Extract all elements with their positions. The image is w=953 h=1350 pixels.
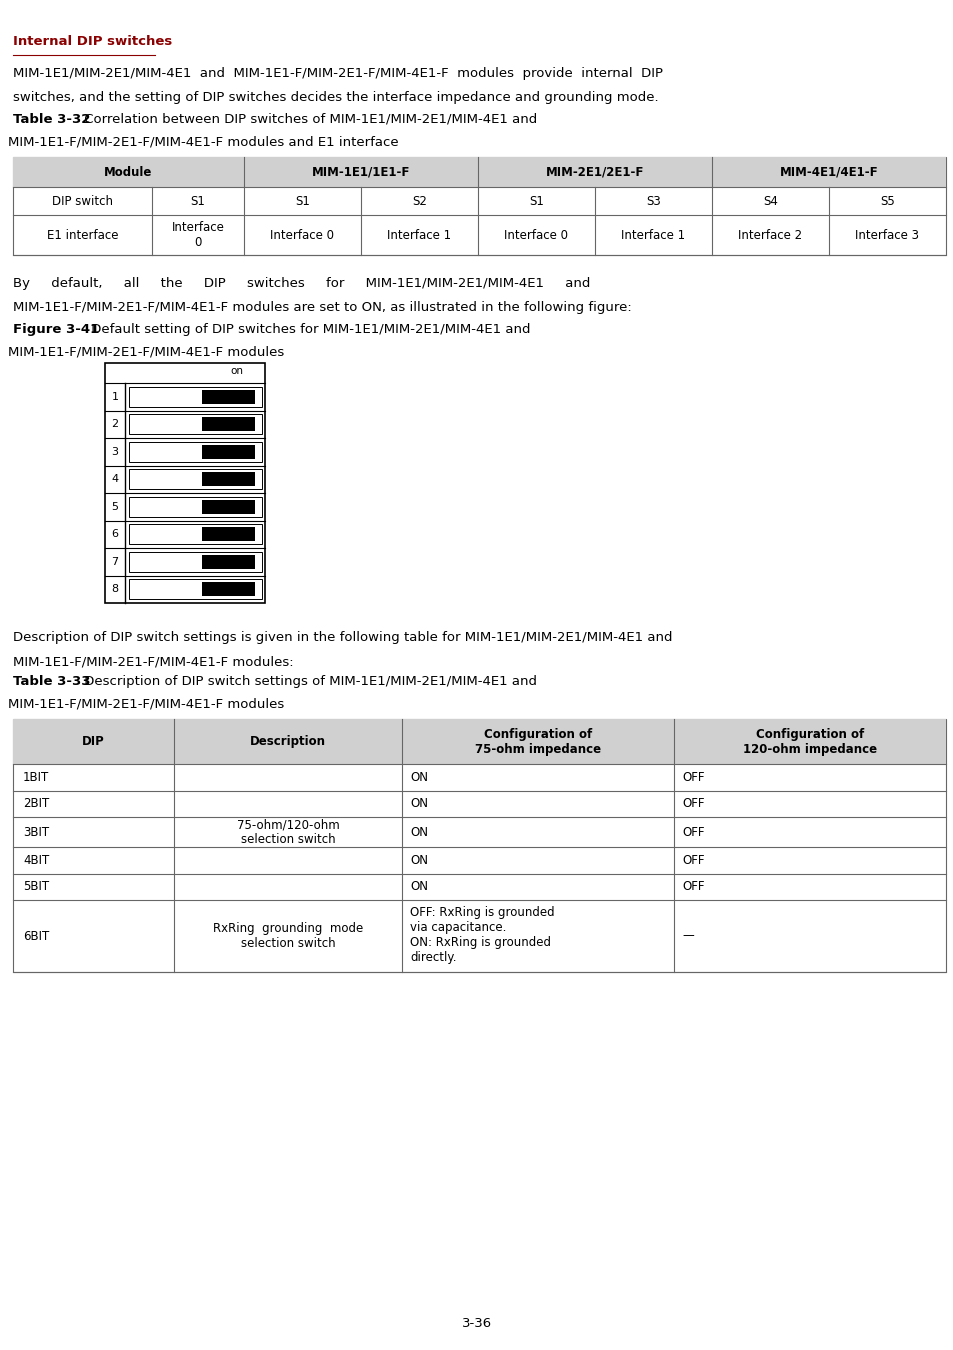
Text: S4: S4 bbox=[762, 194, 777, 208]
Text: MIM-1E1-F/MIM-2E1-F/MIM-4E1-F modules and E1 interface: MIM-1E1-F/MIM-2E1-F/MIM-4E1-F modules an… bbox=[8, 135, 398, 148]
Text: Correlation between DIP switches of MIM-1E1/MIM-2E1/MIM-4E1 and: Correlation between DIP switches of MIM-… bbox=[80, 113, 537, 126]
Text: 5: 5 bbox=[112, 502, 118, 512]
Text: Table 3-32: Table 3-32 bbox=[13, 113, 91, 126]
Text: 3BIT: 3BIT bbox=[23, 825, 49, 838]
Bar bbox=[129, 552, 261, 571]
Text: MIM-1E1-F/MIM-2E1-F/MIM-4E1-F modules:: MIM-1E1-F/MIM-2E1-F/MIM-4E1-F modules: bbox=[13, 655, 294, 668]
Text: Interface
0: Interface 0 bbox=[172, 221, 224, 248]
Text: ON: ON bbox=[410, 825, 428, 838]
Text: MIM-1E1-F/MIM-2E1-F/MIM-4E1-F modules are set to ON, as illustrated in the follo: MIM-1E1-F/MIM-2E1-F/MIM-4E1-F modules ar… bbox=[13, 301, 631, 315]
Text: Interface 2: Interface 2 bbox=[738, 228, 801, 242]
Text: Description of DIP switch settings of MIM-1E1/MIM-2E1/MIM-4E1 and: Description of DIP switch settings of MI… bbox=[80, 675, 537, 688]
Text: ON: ON bbox=[410, 798, 428, 810]
Text: switches, and the setting of DIP switches decides the interface impedance and gr: switches, and the setting of DIP switche… bbox=[13, 90, 658, 104]
Text: OFF: OFF bbox=[681, 771, 704, 784]
Text: S1: S1 bbox=[528, 194, 543, 208]
Text: Internal DIP switches: Internal DIP switches bbox=[13, 35, 172, 49]
Text: Default setting of DIP switches for MIM-1E1/MIM-2E1/MIM-4E1 and: Default setting of DIP switches for MIM-… bbox=[87, 323, 530, 336]
Bar bbox=[13, 157, 945, 188]
Text: 75-ohm/120-ohm
selection switch: 75-ohm/120-ohm selection switch bbox=[236, 818, 339, 846]
Text: E1 interface: E1 interface bbox=[47, 228, 118, 242]
Text: 1: 1 bbox=[112, 392, 118, 402]
Text: S1: S1 bbox=[191, 194, 205, 208]
Text: OFF: OFF bbox=[681, 825, 704, 838]
Text: 8: 8 bbox=[112, 585, 118, 594]
Bar bbox=[13, 720, 945, 764]
Text: OFF: OFF bbox=[681, 798, 704, 810]
Text: S1: S1 bbox=[294, 194, 310, 208]
Bar bbox=[105, 363, 265, 603]
Bar bbox=[201, 500, 254, 514]
Text: S3: S3 bbox=[645, 194, 660, 208]
Text: DIP: DIP bbox=[82, 734, 105, 748]
Bar bbox=[129, 414, 261, 435]
Bar bbox=[201, 444, 254, 459]
Text: MIM-2E1/2E1-F: MIM-2E1/2E1-F bbox=[545, 166, 643, 178]
Bar bbox=[129, 497, 261, 517]
Text: MIM-1E1-F/MIM-2E1-F/MIM-4E1-F modules: MIM-1E1-F/MIM-2E1-F/MIM-4E1-F modules bbox=[8, 697, 284, 710]
Text: ON: ON bbox=[410, 880, 428, 894]
Text: Module: Module bbox=[104, 166, 152, 178]
Text: 5BIT: 5BIT bbox=[23, 880, 49, 894]
Text: DIP switch: DIP switch bbox=[52, 194, 113, 208]
Text: Interface 1: Interface 1 bbox=[387, 228, 451, 242]
Text: 4BIT: 4BIT bbox=[23, 853, 50, 867]
Text: 3-36: 3-36 bbox=[461, 1318, 492, 1330]
Text: MIM-1E1-F/MIM-2E1-F/MIM-4E1-F modules: MIM-1E1-F/MIM-2E1-F/MIM-4E1-F modules bbox=[8, 346, 284, 358]
Text: MIM-1E1/1E1-F: MIM-1E1/1E1-F bbox=[312, 166, 410, 178]
Text: 3: 3 bbox=[112, 447, 118, 456]
Bar bbox=[201, 582, 254, 597]
Bar bbox=[201, 390, 254, 404]
Text: MIM-1E1/MIM-2E1/MIM-4E1  and  MIM-1E1-F/MIM-2E1-F/MIM-4E1-F  modules  provide  i: MIM-1E1/MIM-2E1/MIM-4E1 and MIM-1E1-F/MI… bbox=[13, 68, 662, 80]
Bar bbox=[201, 526, 254, 541]
Text: 2BIT: 2BIT bbox=[23, 798, 50, 810]
Text: S5: S5 bbox=[880, 194, 894, 208]
Bar bbox=[201, 555, 254, 568]
Bar bbox=[129, 470, 261, 489]
Bar bbox=[129, 579, 261, 599]
Text: By     default,     all     the     DIP     switches     for     MIM-1E1/MIM-2E1: By default, all the DIP switches for MIM… bbox=[13, 277, 590, 290]
Text: Figure 3-41: Figure 3-41 bbox=[13, 323, 99, 336]
Bar bbox=[13, 157, 945, 255]
Text: 4: 4 bbox=[112, 474, 118, 485]
Text: on: on bbox=[231, 366, 243, 377]
Text: 6: 6 bbox=[112, 529, 118, 539]
Text: Interface 1: Interface 1 bbox=[620, 228, 685, 242]
Text: —: — bbox=[681, 930, 693, 942]
Text: RxRing  grounding  mode
selection switch: RxRing grounding mode selection switch bbox=[213, 922, 363, 950]
Text: S2: S2 bbox=[412, 194, 426, 208]
Text: Interface 0: Interface 0 bbox=[270, 228, 334, 242]
Text: Configuration of
120-ohm impedance: Configuration of 120-ohm impedance bbox=[742, 728, 876, 756]
Bar bbox=[129, 524, 261, 544]
Bar bbox=[129, 387, 261, 406]
Text: Interface 0: Interface 0 bbox=[504, 228, 568, 242]
Text: MIM-4E1/4E1-F: MIM-4E1/4E1-F bbox=[779, 166, 878, 178]
Text: Interface 3: Interface 3 bbox=[855, 228, 919, 242]
Text: Description: Description bbox=[250, 734, 326, 748]
Text: 7: 7 bbox=[112, 556, 118, 567]
Text: OFF: OFF bbox=[681, 880, 704, 894]
Bar bbox=[129, 441, 261, 462]
Text: ON: ON bbox=[410, 853, 428, 867]
Text: 6BIT: 6BIT bbox=[23, 930, 50, 942]
Text: Configuration of
75-ohm impedance: Configuration of 75-ohm impedance bbox=[475, 728, 600, 756]
Text: 1BIT: 1BIT bbox=[23, 771, 50, 784]
Text: Table 3-33: Table 3-33 bbox=[13, 675, 91, 688]
Text: 2: 2 bbox=[112, 420, 118, 429]
Bar bbox=[13, 720, 945, 972]
Bar bbox=[201, 417, 254, 432]
Text: OFF: OFF bbox=[681, 853, 704, 867]
Text: Description of DIP switch settings is given in the following table for MIM-1E1/M: Description of DIP switch settings is gi… bbox=[13, 630, 672, 644]
Text: OFF: RxRing is grounded
via capacitance.
ON: RxRing is grounded
directly.: OFF: RxRing is grounded via capacitance.… bbox=[410, 906, 555, 964]
Bar bbox=[201, 472, 254, 486]
Text: ON: ON bbox=[410, 771, 428, 784]
